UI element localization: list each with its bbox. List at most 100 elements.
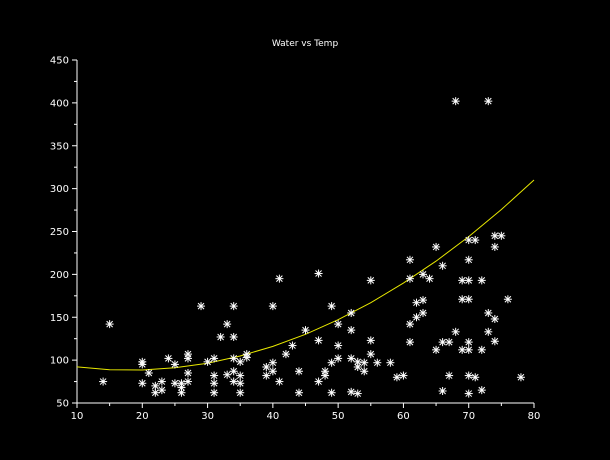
data-point — [516, 373, 525, 382]
y-tick-label: 150 — [50, 313, 69, 324]
y-tick-label: 250 — [50, 227, 69, 238]
data-point — [236, 379, 245, 388]
data-point — [464, 338, 473, 347]
data-point — [99, 377, 108, 386]
data-point — [334, 341, 343, 350]
fit-line — [76, 179, 535, 371]
axes: 50 100 150 200 250 300 350 400 450 10 20 30 40 50 60 70… — [50, 56, 540, 423]
y-tick-label: 450 — [50, 56, 69, 67]
data-point — [157, 377, 166, 386]
data-point — [425, 274, 434, 283]
data-point — [432, 242, 441, 251]
data-point — [392, 373, 401, 382]
data-point — [464, 345, 473, 354]
data-point — [275, 274, 284, 283]
data-point — [445, 371, 454, 380]
y-tick-label: 200 — [50, 270, 69, 281]
data-point — [138, 379, 147, 388]
data-point — [464, 295, 473, 304]
x-tick-label: 70 — [462, 411, 475, 422]
data-point — [236, 388, 245, 397]
data-point — [353, 357, 362, 366]
data-point — [347, 308, 356, 317]
data-point — [151, 381, 160, 390]
data-point — [419, 270, 428, 279]
data-point — [223, 320, 232, 329]
data-point — [294, 388, 303, 397]
data-point — [314, 377, 323, 386]
data-point — [490, 242, 499, 251]
data-point — [412, 313, 421, 322]
data-point — [497, 231, 506, 240]
data-point — [170, 360, 179, 369]
data-point — [353, 362, 362, 371]
data-point — [157, 386, 166, 395]
data-point — [471, 236, 480, 245]
data-point — [210, 379, 219, 388]
data-point — [210, 388, 219, 397]
data-point — [386, 358, 395, 367]
data-point — [490, 314, 499, 323]
x-tick-label: 30 — [201, 411, 214, 422]
data-point — [464, 371, 473, 380]
data-point — [268, 302, 277, 311]
data-point — [366, 350, 375, 359]
x-tick-label: 60 — [397, 411, 410, 422]
data-point — [301, 326, 310, 335]
data-point — [229, 377, 238, 386]
data-point — [360, 358, 369, 367]
data-point — [419, 308, 428, 317]
data-point — [262, 362, 271, 371]
data-point — [451, 97, 460, 106]
y-tick-label: 400 — [50, 98, 69, 109]
data-point — [438, 386, 447, 395]
data-point — [412, 298, 421, 307]
data-point — [458, 276, 467, 285]
markers — [99, 97, 525, 398]
data-point — [464, 255, 473, 264]
data-point — [327, 358, 336, 367]
data-point — [405, 320, 414, 329]
data-point — [353, 389, 362, 398]
data-point — [262, 371, 271, 380]
data-point — [405, 338, 414, 347]
y-tick-label: 50 — [56, 399, 69, 410]
data-point — [236, 371, 245, 380]
data-point — [268, 358, 277, 367]
data-point — [183, 368, 192, 377]
data-point — [373, 358, 382, 367]
data-point — [144, 368, 153, 377]
data-point — [229, 354, 238, 363]
data-point — [477, 386, 486, 395]
data-point — [464, 276, 473, 285]
data-point — [197, 302, 206, 311]
data-point — [419, 296, 428, 305]
data-point — [347, 326, 356, 335]
data-point — [314, 336, 323, 345]
data-point — [223, 370, 232, 379]
data-point — [210, 371, 219, 380]
y-tick-label: 300 — [50, 184, 69, 195]
data-point — [405, 274, 414, 283]
y-tick-label: 100 — [50, 356, 69, 367]
data-point — [314, 269, 323, 278]
data-point — [490, 337, 499, 346]
x-tick-label: 10 — [71, 411, 84, 422]
fit-line-group — [76, 179, 535, 371]
data-point — [471, 373, 480, 382]
data-point — [216, 332, 225, 341]
data-point — [503, 295, 512, 304]
data-point — [405, 255, 414, 264]
data-point — [334, 354, 343, 363]
data-point — [347, 354, 356, 363]
data-point — [399, 371, 408, 380]
data-point — [177, 388, 186, 397]
data-point — [477, 276, 486, 285]
data-point — [366, 276, 375, 285]
data-point — [268, 367, 277, 376]
data-point — [236, 357, 245, 366]
data-point — [484, 97, 493, 106]
x-tick-label: 50 — [332, 411, 345, 422]
